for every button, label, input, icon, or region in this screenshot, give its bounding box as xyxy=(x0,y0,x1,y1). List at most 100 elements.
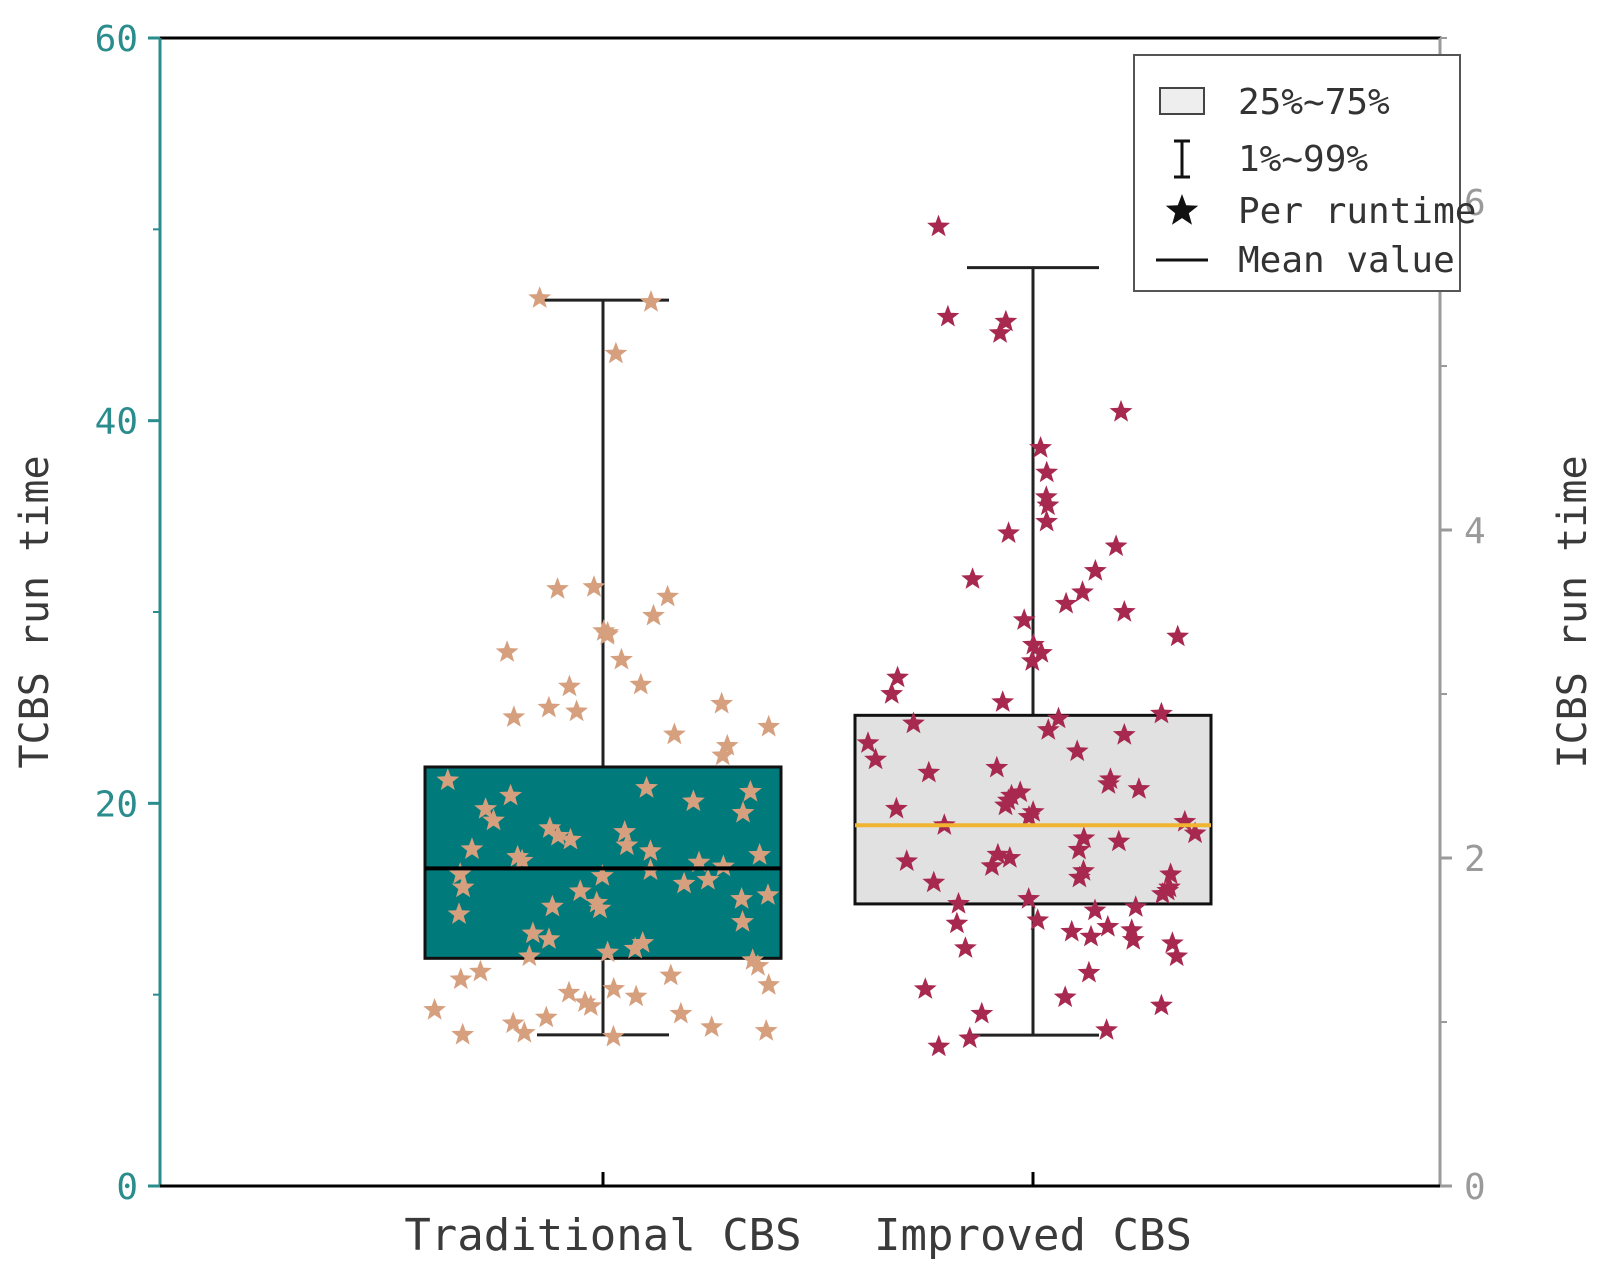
data-point-star xyxy=(1107,829,1131,852)
data-point-star xyxy=(927,1034,951,1057)
data-point-star xyxy=(1096,914,1120,937)
legend-entry-label: Mean value xyxy=(1238,240,1455,281)
data-point-star xyxy=(1065,739,1089,762)
legend-swatch-box xyxy=(1159,87,1205,115)
data-point-star xyxy=(994,793,1017,816)
data-point-star xyxy=(663,722,686,745)
data-point-star xyxy=(436,768,460,791)
data-point-star xyxy=(499,783,522,806)
data-point-star xyxy=(672,871,696,894)
data-point-star xyxy=(1071,580,1094,602)
data-point-star xyxy=(1020,649,1044,671)
data-point-star xyxy=(748,843,771,865)
legend-entry-label: Per runtime xyxy=(1238,191,1476,232)
data-point-star xyxy=(624,984,648,1007)
data-point-star xyxy=(590,864,614,886)
data-point-star xyxy=(1053,985,1077,1008)
data-point-star xyxy=(746,954,770,976)
data-point-star xyxy=(1121,928,1145,950)
data-point-star xyxy=(885,796,908,819)
data-point-star xyxy=(502,705,526,727)
data-point-star xyxy=(711,854,735,877)
data-point-star xyxy=(1047,706,1070,729)
data-point-star xyxy=(1151,882,1174,904)
data-point-star xyxy=(687,850,711,873)
data-point-star xyxy=(623,936,647,959)
data-point-star xyxy=(756,883,780,905)
data-point-star xyxy=(602,1024,625,1047)
data-point-star xyxy=(927,214,950,237)
data-point-star xyxy=(1127,777,1151,799)
left-axis-tick-label: 20 xyxy=(95,784,138,825)
data-point-star xyxy=(1120,918,1144,940)
data-point-star xyxy=(534,1005,558,1028)
data-point-star xyxy=(506,844,529,867)
data-point-star xyxy=(1022,632,1045,655)
data-point-star xyxy=(1183,821,1207,844)
data-point-star xyxy=(565,699,588,722)
data-point-star xyxy=(1008,780,1032,803)
data-point-star xyxy=(710,691,734,714)
data-point-star xyxy=(541,894,564,917)
data-point-star xyxy=(696,867,720,890)
data-point-star xyxy=(1060,919,1084,942)
data-point-star xyxy=(711,743,735,766)
data-point-star xyxy=(639,290,663,312)
data-point-star xyxy=(448,862,472,884)
data-point-star xyxy=(615,833,639,856)
data-point-star xyxy=(1077,960,1101,983)
data-point-star xyxy=(1067,837,1091,860)
data-point-star xyxy=(1034,485,1058,507)
data-point-star xyxy=(449,967,473,990)
data-point-star xyxy=(970,1001,994,1024)
data-point-star xyxy=(1150,993,1173,1016)
data-point-star xyxy=(880,682,904,704)
data-point-star xyxy=(573,990,597,1012)
data-point-star xyxy=(997,521,1020,543)
data-point-star xyxy=(582,575,606,597)
data-point-star xyxy=(1072,859,1095,881)
data-point-star xyxy=(588,896,612,919)
data-point-star xyxy=(731,800,755,823)
data-point-star xyxy=(1035,509,1058,532)
data-point-star xyxy=(1161,931,1184,953)
data-point-star xyxy=(1036,718,1060,740)
data-point-star xyxy=(864,747,887,770)
right-axis-tick-label: 0 xyxy=(1464,1167,1486,1208)
right-axis-tick-label: 6 xyxy=(1464,183,1486,224)
data-point-star xyxy=(1036,493,1060,516)
right-axis-tick-label: 4 xyxy=(1464,511,1486,552)
data-point-star xyxy=(546,577,569,599)
data-point-star xyxy=(1109,399,1133,422)
legend-swatch-star xyxy=(1165,194,1199,225)
data-point-star xyxy=(731,910,754,932)
data-point-star xyxy=(557,980,581,1003)
data-point-star xyxy=(913,977,937,999)
data-point-star xyxy=(986,842,1010,865)
data-point-star xyxy=(1021,800,1045,822)
data-point-star xyxy=(451,875,475,898)
data-point-star xyxy=(447,902,471,924)
data-point-star xyxy=(1054,591,1078,614)
data-point-star xyxy=(1112,723,1136,745)
data-point-star xyxy=(1072,826,1096,848)
data-point-star xyxy=(613,820,637,842)
data-point-star xyxy=(1097,772,1120,794)
data-point-star xyxy=(991,690,1015,712)
data-point-star xyxy=(538,816,562,838)
data-point-star xyxy=(559,827,582,850)
data-point-star xyxy=(629,672,653,695)
data-point-star xyxy=(537,695,561,718)
data-point-star xyxy=(635,776,658,798)
data-point-star xyxy=(1124,895,1148,917)
data-point-star xyxy=(568,879,592,902)
data-point-star xyxy=(994,309,1018,332)
data-point-star xyxy=(460,837,484,859)
data-point-star xyxy=(1104,534,1128,557)
data-point-star xyxy=(980,854,1004,876)
data-point-star xyxy=(1017,805,1041,827)
data-point-star xyxy=(510,848,534,871)
data-point-star xyxy=(757,973,781,995)
data-point-star xyxy=(947,891,970,914)
